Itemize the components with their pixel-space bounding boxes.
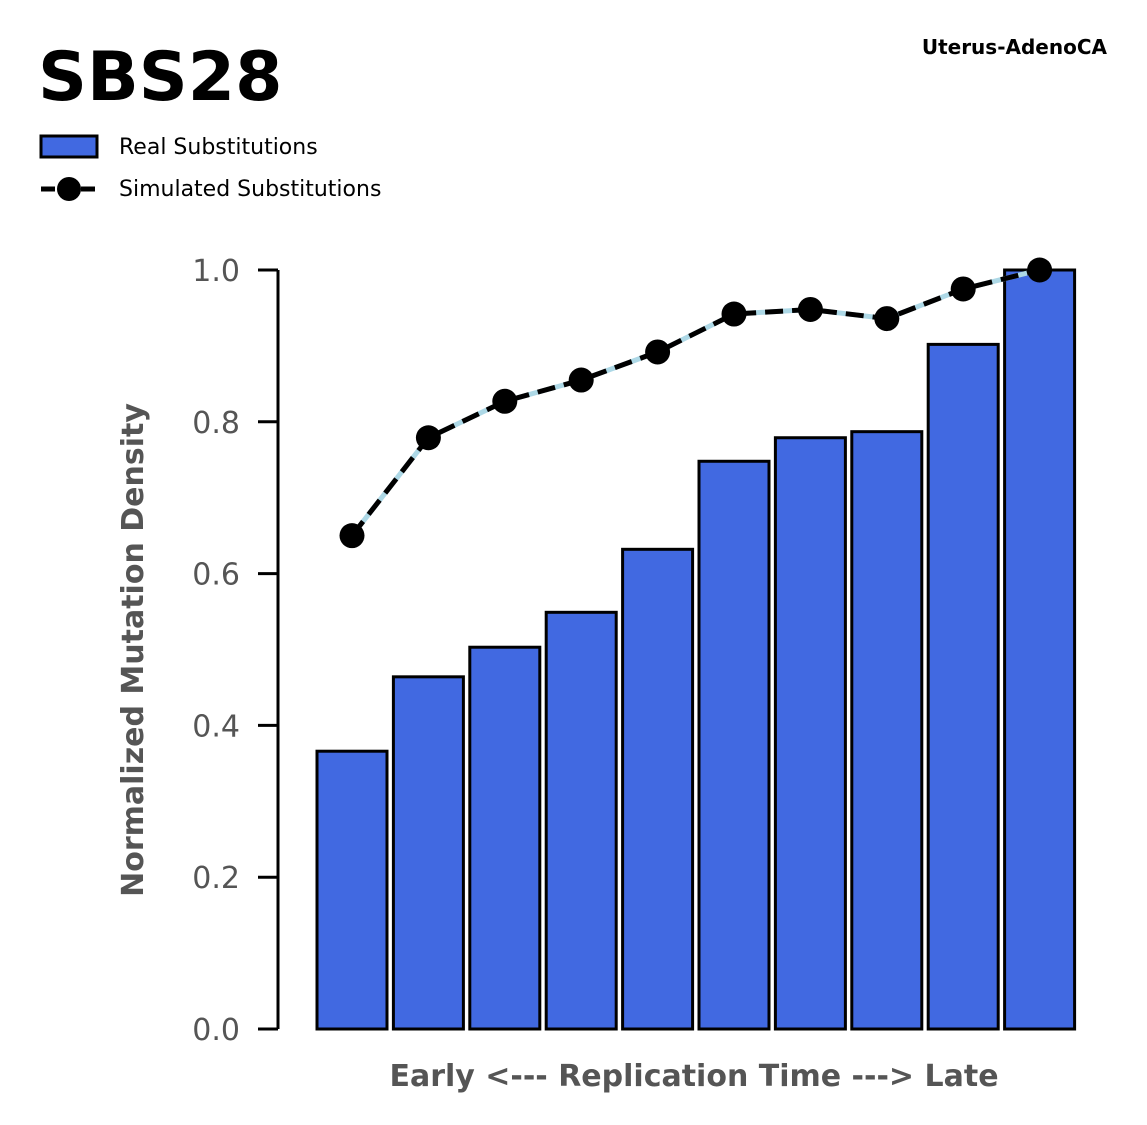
x-axis-label: Early <--- Replication Time ---> Late bbox=[389, 1059, 998, 1094]
bar-1 bbox=[315, 749, 389, 1031]
simulated-line-group bbox=[339, 257, 1053, 549]
simulated-point-9 bbox=[950, 276, 976, 302]
bar-8 bbox=[850, 430, 924, 1031]
simulated-point-10 bbox=[1027, 257, 1053, 283]
chart-title: SBS28 bbox=[38, 38, 282, 117]
y-tick-label: 0.8 bbox=[192, 406, 240, 441]
y-axis-label: Normalized Mutation Density bbox=[116, 403, 151, 897]
bar-9 bbox=[926, 342, 1000, 1031]
bar-group bbox=[315, 268, 1077, 1031]
y-tick-label: 0.2 bbox=[192, 861, 240, 896]
simulated-point-3 bbox=[492, 388, 518, 414]
legend-label-simulated: Simulated Substitutions bbox=[119, 177, 381, 202]
y-tick-label: 0.0 bbox=[192, 1013, 240, 1048]
bar-3 bbox=[468, 645, 542, 1031]
bar-2 bbox=[391, 675, 465, 1031]
simulated-point-6 bbox=[721, 301, 747, 327]
simulated-point-5 bbox=[645, 339, 671, 365]
y-tick-label: 1.0 bbox=[192, 254, 240, 289]
y-tick-label: 0.6 bbox=[192, 558, 240, 593]
bar-7 bbox=[773, 436, 847, 1031]
simulated-point-4 bbox=[568, 367, 594, 393]
legend: Real Substitutions Simulated Substitutio… bbox=[39, 134, 381, 202]
simulated-line bbox=[350, 267, 1041, 538]
y-tick-label: 0.4 bbox=[192, 709, 240, 744]
legend-swatch-real bbox=[39, 134, 99, 159]
simulated-point-7 bbox=[797, 296, 823, 322]
simulated-point-2 bbox=[415, 425, 441, 451]
chart-subtitle: Uterus-AdenoCA bbox=[922, 35, 1108, 59]
bar-6 bbox=[697, 459, 771, 1031]
bar-4 bbox=[544, 610, 618, 1031]
bar-5 bbox=[621, 547, 695, 1031]
simulated-point-8 bbox=[874, 306, 900, 332]
bar-10 bbox=[1003, 268, 1077, 1031]
legend-label-real: Real Substitutions bbox=[119, 135, 318, 160]
y-axis: 0.0 0.2 0.4 0.6 0.8 1.0 bbox=[192, 254, 280, 1048]
simulated-point-1 bbox=[339, 523, 365, 549]
legend-marker-simulated bbox=[57, 177, 81, 201]
